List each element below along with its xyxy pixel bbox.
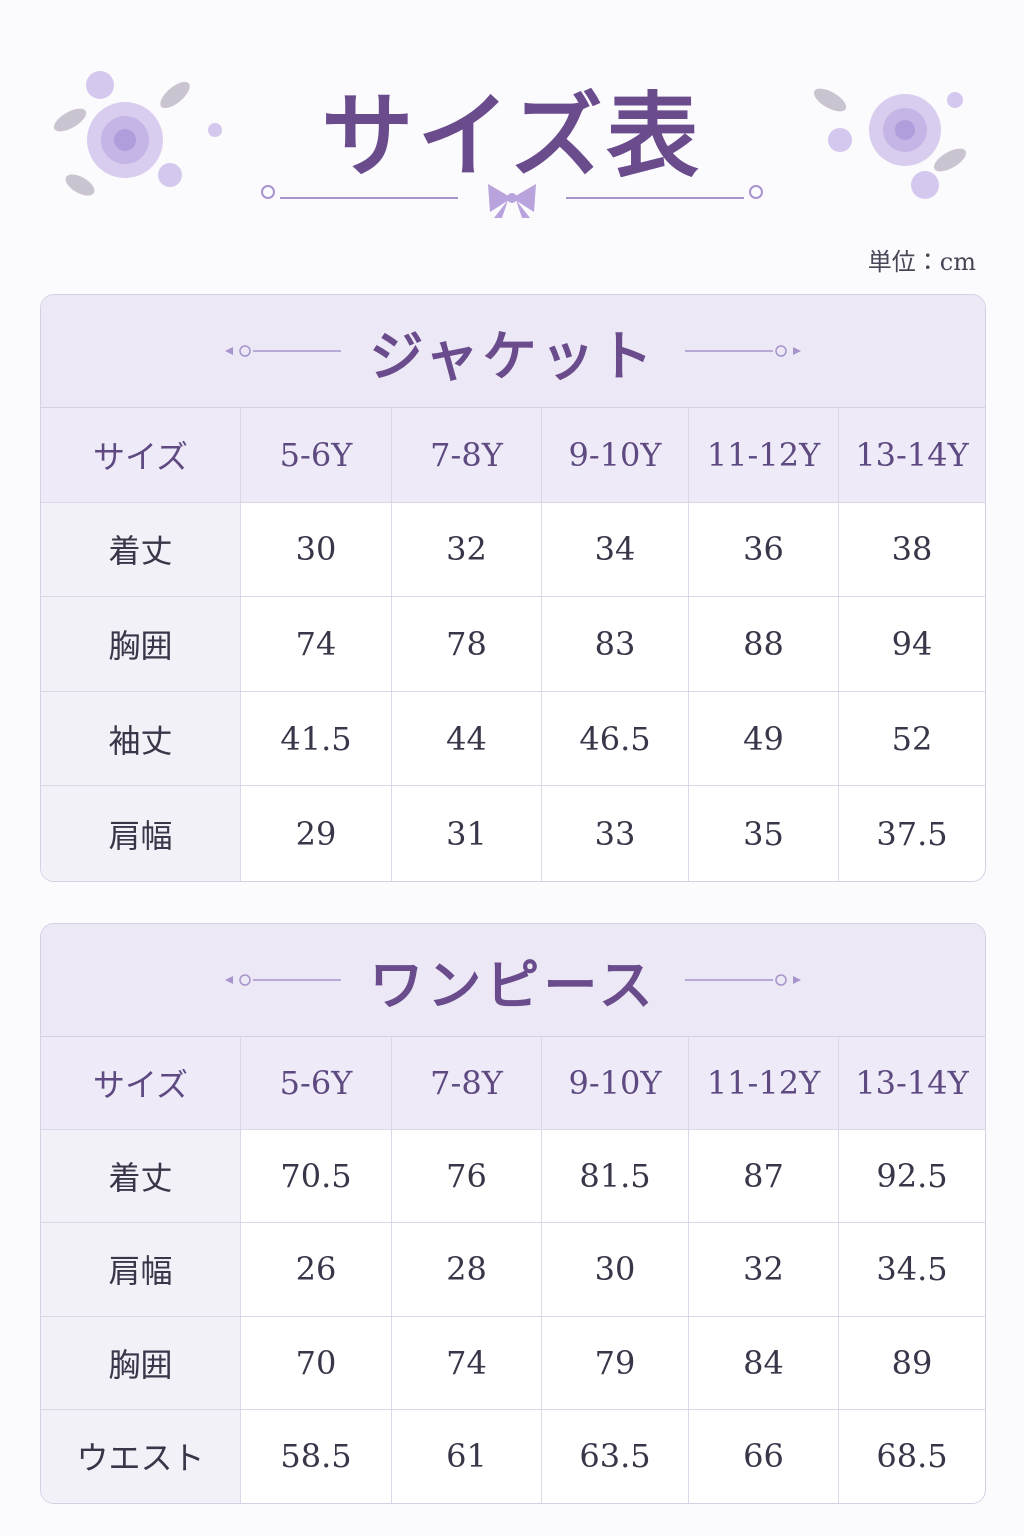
- divider: [261, 185, 763, 199]
- table-title: ジャケット: [369, 323, 657, 388]
- table-cell: 92.5: [839, 1130, 985, 1224]
- ribbon: [488, 184, 536, 218]
- row-label: 胸囲: [41, 1316, 241, 1410]
- table-cell: 76: [392, 1130, 542, 1224]
- row-label: 袖丈: [41, 691, 241, 787]
- table-cell: 28: [392, 1223, 542, 1317]
- row-label: ウエスト: [41, 1409, 241, 1503]
- table-cell: 32: [689, 1223, 839, 1317]
- flourish: [225, 345, 342, 357]
- size-table: ジャケット サイズ 5-6Y 7-8Y 9-10Y 11-12Y 13-14Y 着丈 30 32 3…: [40, 294, 986, 882]
- table-cell: 81.5: [542, 1130, 689, 1224]
- table-title: ワンピース: [369, 952, 657, 1017]
- row-label: 肩幅: [41, 1223, 241, 1317]
- table-cell: 87: [689, 1130, 839, 1224]
- table-grid: サイズ 5-6Y 7-8Y 9-10Y 11-12Y 13-14Y 着丈 70.5 76 81.5…: [41, 1037, 985, 1503]
- flourish: [684, 974, 801, 986]
- table-cell: 41.5: [241, 691, 392, 787]
- table-cell: 49: [689, 691, 839, 787]
- table-title-band: ワンピース: [41, 924, 985, 1037]
- table-cell: 35: [689, 786, 839, 881]
- table-cell: 84: [689, 1316, 839, 1410]
- table-title-band: ジャケット: [41, 295, 985, 408]
- table-cell: 74: [392, 1316, 542, 1410]
- table-cell: 89: [839, 1317, 985, 1410]
- table-cell: 37.5: [876, 814, 948, 853]
- table-cell: 68.5: [876, 1437, 948, 1476]
- row-label: 肩幅: [41, 786, 241, 881]
- size-table: ワンピース サイズ 5-6Y 7-8Y 9-10Y 11-12Y 13-14Y 着丈 70.5 7…: [40, 923, 986, 1504]
- table-cell: 30: [241, 502, 392, 598]
- table-cell: 52: [839, 692, 985, 787]
- flower-right: [813, 88, 967, 199]
- column-header: 7-8Y: [392, 408, 542, 503]
- table-cell: 31: [392, 786, 542, 881]
- table-cell: 26: [241, 1223, 392, 1317]
- table-cell: 34.5: [839, 1223, 985, 1317]
- table-cell: 33: [542, 786, 689, 881]
- table-cell: 61: [392, 1409, 542, 1503]
- table-cell: 46.5: [542, 691, 689, 787]
- row-label: 着丈: [41, 1130, 241, 1224]
- column-header: サイズ: [41, 1037, 241, 1131]
- decoration: [53, 71, 967, 218]
- table-cell: 70: [241, 1316, 392, 1410]
- table-cell: 74: [241, 597, 392, 692]
- table-cell: 36: [689, 502, 839, 598]
- column-header: 13-14Y: [839, 408, 985, 503]
- flower-left: [53, 71, 222, 196]
- table-cell: 30: [542, 1223, 689, 1317]
- column-header: 5-6Y: [241, 408, 392, 503]
- table-cell: 44: [392, 691, 542, 787]
- row-label: 胸囲: [41, 597, 241, 692]
- column-header: 9-10Y: [542, 408, 689, 503]
- flourish: [684, 345, 801, 357]
- table-cell: 83: [542, 597, 689, 692]
- table-cell: 94: [839, 597, 985, 692]
- column-header: 11-12Y: [689, 1037, 839, 1131]
- table-cell: 88: [689, 597, 839, 692]
- unit-label: 単位：cm: [867, 248, 976, 276]
- flourish: [225, 974, 342, 986]
- table-cell: 78: [392, 597, 542, 692]
- table-cell: 70.5: [241, 1130, 392, 1224]
- table-cell: 66: [689, 1409, 839, 1503]
- table-grid: サイズ 5-6Y 7-8Y 9-10Y 11-12Y 13-14Y 着丈 30 32 34 36 38…: [41, 408, 985, 881]
- table-cell: 29: [241, 786, 392, 881]
- column-header: 13-14Y: [839, 1037, 985, 1131]
- column-header: 5-6Y: [241, 1037, 392, 1131]
- row-label: 着丈: [41, 502, 241, 598]
- table-cell: 32: [392, 502, 542, 598]
- table-cell: 34: [542, 502, 689, 598]
- column-header: 7-8Y: [392, 1037, 542, 1131]
- column-header: 9-10Y: [542, 1037, 689, 1131]
- column-header: 11-12Y: [689, 408, 839, 503]
- page-title: サイズ表: [321, 82, 703, 190]
- table-cell: 79: [542, 1316, 689, 1410]
- table-cell: 38: [839, 503, 985, 598]
- column-header: サイズ: [41, 408, 241, 503]
- table-cell: 58.5: [241, 1409, 392, 1503]
- table-cell: 63.5: [542, 1409, 689, 1503]
